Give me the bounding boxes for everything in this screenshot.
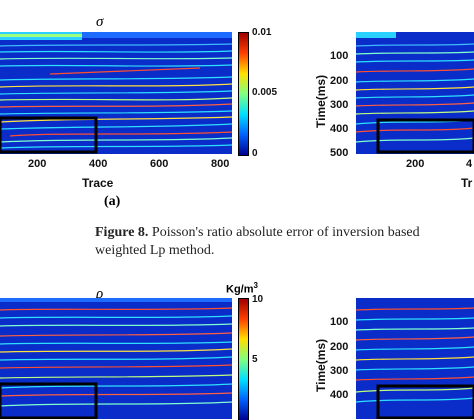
colorbar-rho-tick-max: 10: [252, 294, 264, 305]
y-tick-fig9-200: 200: [330, 341, 349, 353]
density-unit-sup: 3: [253, 281, 258, 290]
colorbar-tick-max: 0.01: [252, 27, 272, 38]
seismic-section-fig9-b: [356, 298, 474, 419]
x-tick-b-4: 4: [466, 158, 473, 170]
seismic-section-rho: [0, 298, 232, 419]
figure-8-caption-text: Poisson's ratio absolute error of invers…: [151, 225, 420, 240]
seismic-section-rho-svg: [0, 298, 232, 419]
y-tick-400: 400: [330, 123, 349, 135]
x-axis-title-b-partial: Tr: [461, 176, 473, 190]
seismic-section-sigma-svg: [0, 32, 232, 154]
colorbar-sigma: [238, 32, 249, 156]
y-tick-500: 500: [330, 147, 349, 159]
y-axis-title-time: Time(ms): [314, 74, 328, 128]
figure-8-caption-line2: weighted Lp method.: [95, 243, 215, 258]
colorbar-tick-mid: 0.005: [252, 87, 278, 98]
seismic-section-b-svg: [356, 32, 474, 154]
colorbar-rho: [238, 298, 249, 420]
y-tick-100: 100: [330, 50, 349, 62]
seismic-section-sigma: [0, 32, 232, 154]
density-unit-base: Kg/m: [226, 283, 254, 296]
figure-8-caption: Figure 8. Poisson's ratio absolute error…: [95, 224, 420, 260]
y-axis-title-time-fig9: Time(ms): [314, 338, 328, 392]
figure-8-label: Figure 8.: [95, 225, 149, 240]
colorbar-tick-min: 0: [252, 148, 258, 159]
colorbar-rho-tick-mid: 5: [252, 354, 258, 365]
x-tick-400: 400: [89, 158, 108, 170]
x-tick-b-200: 200: [406, 158, 425, 170]
x-tick-600: 600: [150, 158, 169, 170]
sigma-symbol: σ: [96, 14, 104, 30]
x-axis-title-trace: Trace: [82, 176, 114, 190]
density-unit: Kg/m3: [226, 281, 258, 296]
y-tick-fig9-100: 100: [330, 316, 349, 328]
x-tick-800: 800: [211, 158, 230, 170]
x-tick-200: 200: [28, 158, 47, 170]
seismic-section-fig9-b-svg: [356, 298, 474, 419]
subfigure-label-a: (a): [104, 194, 121, 209]
rho-symbol: ρ: [96, 286, 104, 302]
seismic-section-b: [356, 32, 474, 154]
y-tick-300: 300: [330, 99, 349, 111]
y-tick-fig9-400: 400: [330, 389, 349, 401]
y-tick-200: 200: [330, 75, 349, 87]
y-tick-fig9-300: 300: [330, 365, 349, 377]
